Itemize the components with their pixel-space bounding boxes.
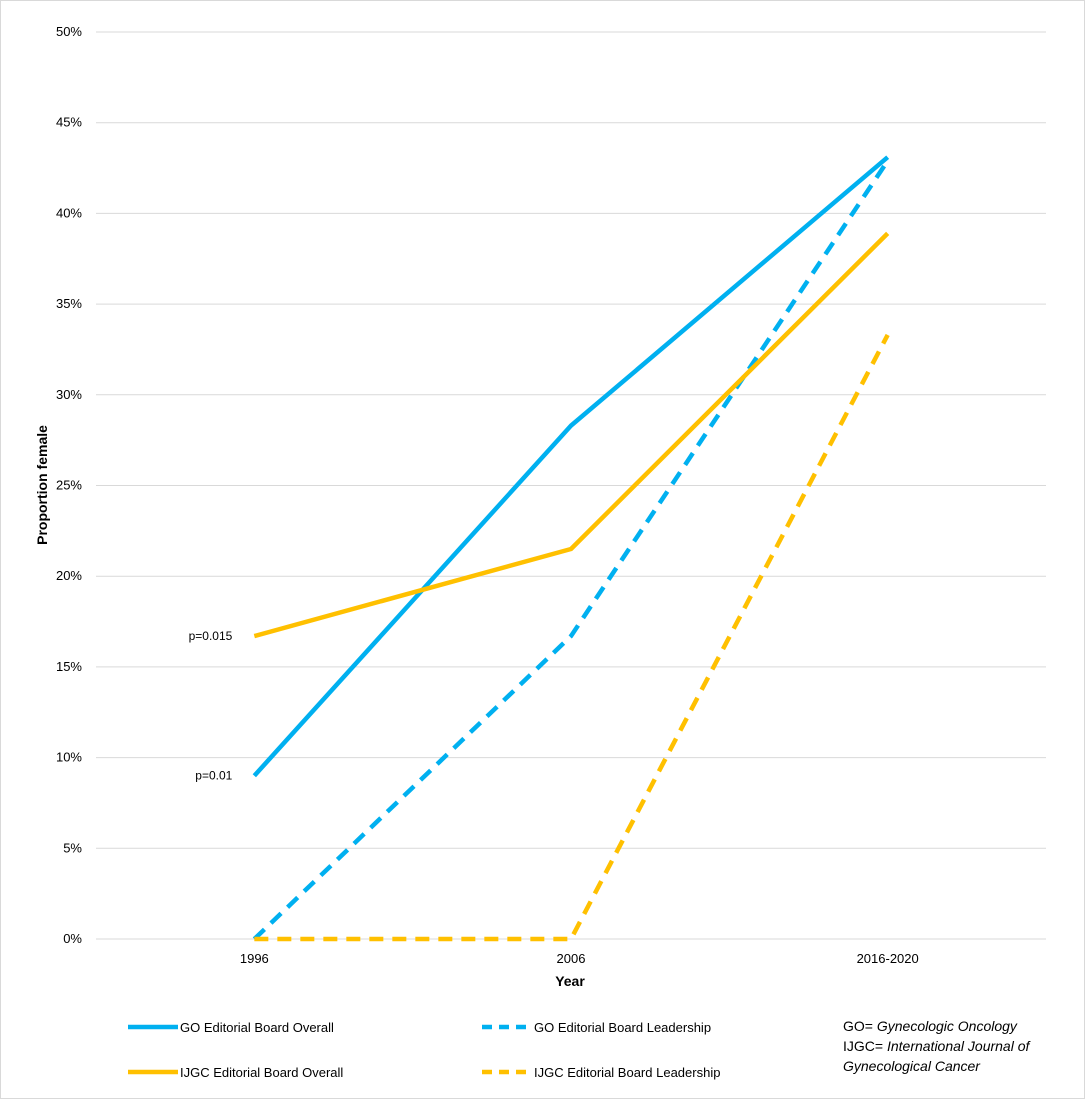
abbreviation-note: GO= Gynecologic Oncology IJGC= Internati… (843, 1016, 1073, 1076)
y-tick-label: 25% (56, 478, 82, 493)
y-tick-label: 0% (63, 931, 82, 946)
series-line-go-editorial-board-overall (252, 155, 890, 778)
y-tick-label: 35% (56, 296, 82, 311)
y-axis-title: Proportion female (34, 425, 50, 545)
x-tick-label: 2016-2020 (857, 951, 919, 966)
x-axis-tick-labels: 1996 2006 2016-2020 (240, 951, 919, 966)
ijgc-abbreviation-continued: Gynecological Cancer (843, 1058, 980, 1074)
legend-label: GO Editorial Board Leadership (534, 1020, 711, 1035)
gridlines (96, 31, 1046, 940)
ijgc-abbreviation: IJGC= International Journal of (843, 1038, 1030, 1054)
go-abbreviation: GO= Gynecologic Oncology (843, 1018, 1017, 1034)
legend-label: GO Editorial Board Overall (180, 1020, 334, 1035)
x-axis-title: Year (555, 973, 585, 989)
y-tick-label: 50% (56, 24, 82, 39)
p-value-annotation: p=0.01 (195, 769, 232, 783)
legend-label: IJGC Editorial Board Leadership (534, 1065, 720, 1080)
series-line-ijgc-editorial-board-overall (253, 231, 890, 639)
x-tick-label: 1996 (240, 951, 269, 966)
y-tick-label: 5% (63, 840, 82, 855)
annotations: p=0.015 p=0.01 (189, 629, 233, 783)
y-axis-tick-labels: 0% 5% 10% 15% 20% 25% 30% 35% 40% 45% 50% (56, 24, 82, 946)
legend: GO Editorial Board Overall GO Editorial B… (128, 1020, 720, 1080)
y-tick-label: 30% (56, 387, 82, 402)
series-lines (252, 155, 890, 942)
series-line-ijgc-editorial-board-leadership (254, 333, 890, 942)
y-tick-label: 20% (56, 568, 82, 583)
y-tick-label: 15% (56, 659, 82, 674)
y-tick-label: 45% (56, 115, 82, 130)
series-line-go-editorial-board-leadership (252, 159, 890, 941)
y-tick-label: 10% (56, 750, 82, 765)
y-tick-label: 40% (56, 205, 82, 220)
x-tick-label: 2006 (557, 951, 586, 966)
legend-label: IJGC Editorial Board Overall (180, 1065, 343, 1080)
p-value-annotation: p=0.015 (189, 629, 233, 643)
